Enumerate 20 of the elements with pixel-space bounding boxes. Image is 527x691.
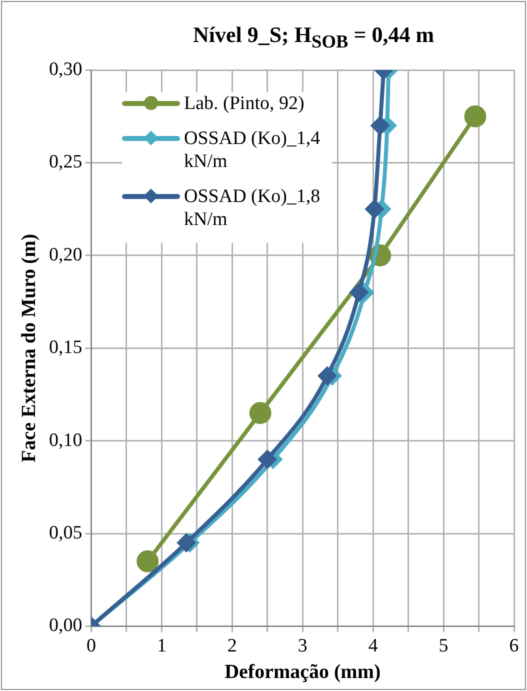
x-tick-label: 0 (86, 636, 96, 657)
y-tick-label: 0,10 (49, 430, 82, 451)
y-tick-label: 0,00 (49, 615, 82, 636)
y-tick-label: 0,25 (49, 152, 82, 173)
x-tick-label: 4 (368, 636, 378, 657)
x-tick-label: 3 (298, 636, 308, 657)
x-tick-label: 1 (156, 636, 166, 657)
chart-title: Nível 9_S; H$_{SOB}$ = 0,44 m (192, 22, 436, 52)
legend-label: OSSAD (Ko)_1,8 kN/m (184, 185, 322, 231)
x-tick-label: 6 (509, 636, 519, 657)
y-axis-title: Face Externa do Muro (m) (18, 234, 40, 462)
x-tick-label: 5 (438, 636, 448, 657)
y-tick-label: 0,05 (49, 522, 82, 544)
y-tick-label: 0,20 (49, 244, 82, 266)
x-axis-title: Deformação (mm) (224, 661, 381, 684)
legend-label: Lab. (Pinto, 92) (184, 92, 304, 115)
x-tick-label: 2 (227, 636, 237, 657)
legend-label: OSSAD (Ko)_1,4 kN/m (184, 127, 322, 173)
y-tick-label: 0,30 (49, 58, 82, 80)
y-tick-label: 0,15 (49, 337, 82, 358)
